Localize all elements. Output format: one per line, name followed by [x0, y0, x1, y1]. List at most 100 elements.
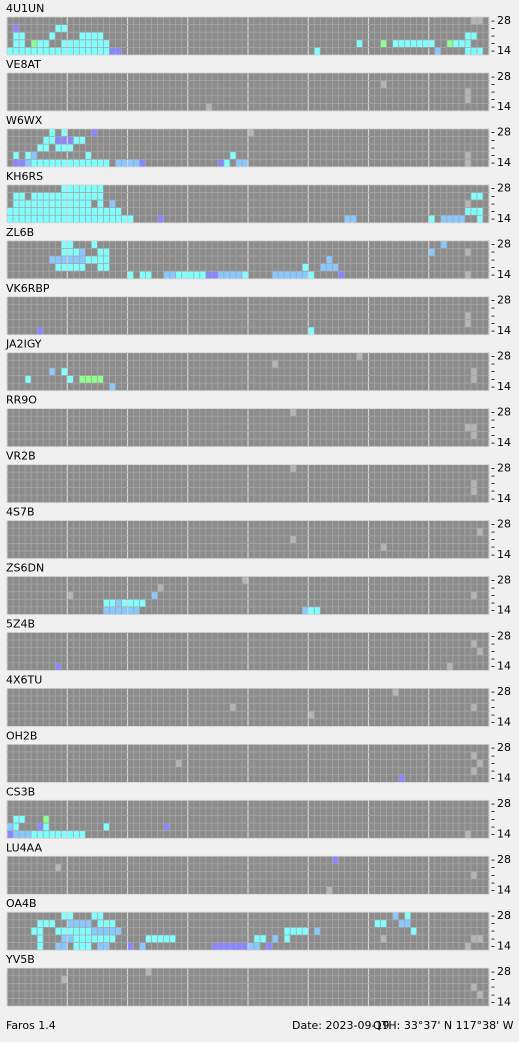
qth: QTH: 33°37' N 117°38' W: [373, 1019, 514, 1032]
band-tick: -: [491, 29, 495, 42]
signal-cell: [109, 383, 116, 391]
signal-cell: [175, 759, 182, 768]
band-tick: -: [491, 301, 495, 314]
signal-cell: [470, 431, 477, 440]
band-tick: -: [491, 197, 495, 210]
band-label: 28: [497, 126, 511, 139]
signal-cell: [470, 751, 477, 760]
station-name: JA2IGY: [5, 338, 42, 351]
signal-cell: [145, 935, 176, 943]
station-name: VK6RBP: [6, 282, 50, 295]
band-tick: -: [491, 573, 495, 586]
signal-cell: [61, 367, 68, 376]
band-label: 28: [497, 573, 511, 586]
band-label: 28: [497, 405, 511, 418]
band-tick: -: [491, 421, 495, 434]
signal-cell: [25, 159, 32, 167]
signal-cell: [326, 256, 333, 264]
signal-cell: [139, 942, 146, 951]
band-tick: -: [491, 70, 495, 83]
signal-cell: [392, 912, 399, 920]
band-tick: -: [491, 772, 495, 785]
band-tick: -: [491, 85, 495, 98]
signal-cell: [37, 935, 44, 943]
signal-cell: [217, 159, 224, 167]
signal-cell: [241, 271, 248, 279]
signal-cell: [470, 983, 477, 991]
band-tick: -: [491, 853, 495, 866]
band-tick: -: [491, 909, 495, 922]
signal-cell: [272, 935, 279, 943]
signal-cell: [284, 935, 291, 943]
band-label: 14: [497, 660, 511, 673]
signal-cell: [7, 830, 14, 839]
band-tick: -: [491, 988, 495, 1001]
band-tick: -: [491, 469, 495, 482]
band-tick: -: [491, 133, 495, 146]
band-label: 28: [497, 909, 511, 922]
band-tick: -: [491, 324, 495, 337]
band-tick: -: [491, 182, 495, 195]
band-label: 28: [497, 685, 511, 698]
signal-cell: [464, 319, 471, 328]
band-tick: -: [491, 238, 495, 251]
band-tick: -: [491, 268, 495, 281]
signal-cell: [241, 576, 248, 585]
signal-cell: [37, 327, 44, 335]
band-label: 28: [497, 853, 511, 866]
band-tick: -: [491, 405, 495, 418]
signal-cell: [272, 360, 279, 368]
band-tick: -: [491, 141, 495, 154]
signal-cell: [61, 248, 80, 256]
signal-cell: [308, 271, 315, 279]
band-tick: -: [491, 533, 495, 546]
band-tick: -: [491, 149, 495, 162]
signal-cell: [55, 263, 86, 272]
band-tick: -: [491, 749, 495, 762]
signal-cell: [103, 823, 110, 831]
band-tick: -: [491, 77, 495, 90]
station-name: 5Z4B: [6, 617, 35, 630]
band-tick: -: [491, 21, 495, 34]
band-label: 14: [497, 883, 511, 896]
band-tick: -: [491, 156, 495, 169]
signal-cell: [49, 32, 56, 40]
signal-cell: [464, 151, 471, 160]
station-name: W6WX: [6, 114, 43, 127]
band-label: 28: [497, 14, 511, 27]
station-name: 4U1UN: [6, 2, 44, 15]
signal-cell: [470, 479, 477, 488]
signal-cell: [470, 591, 477, 600]
band-tick: -: [491, 540, 495, 553]
band-tick: -: [491, 484, 495, 497]
signal-cell: [13, 823, 20, 831]
station-name: CS3B: [6, 785, 35, 798]
band-label: 28: [497, 70, 511, 83]
signal-cell: [476, 647, 483, 656]
signal-cell: [13, 151, 20, 160]
signal-cell: [380, 935, 387, 943]
band-tick: -: [491, 294, 495, 307]
band-tick: -: [491, 924, 495, 937]
signal-cell: [464, 207, 483, 216]
band-tick: -: [491, 604, 495, 617]
signal-cell: [464, 248, 471, 256]
signal-cell: [31, 151, 38, 160]
signal-cell: [392, 39, 435, 48]
band-tick: -: [491, 365, 495, 378]
band-tick: -: [491, 44, 495, 57]
band-label: 14: [497, 100, 511, 113]
station-name: VE8AT: [6, 58, 41, 71]
signal-cell: [464, 271, 471, 279]
band-tick: -: [491, 644, 495, 657]
signal-cell: [308, 327, 315, 335]
band-tick: -: [491, 652, 495, 665]
signal-cell: [314, 927, 321, 935]
signal-cell: [229, 151, 236, 160]
signal-cell: [332, 856, 339, 864]
signal-cell: [127, 271, 134, 279]
band-tick: -: [491, 965, 495, 978]
signal-cell: [229, 703, 236, 712]
band-tick: -: [491, 805, 495, 818]
band-tick: -: [491, 828, 495, 841]
